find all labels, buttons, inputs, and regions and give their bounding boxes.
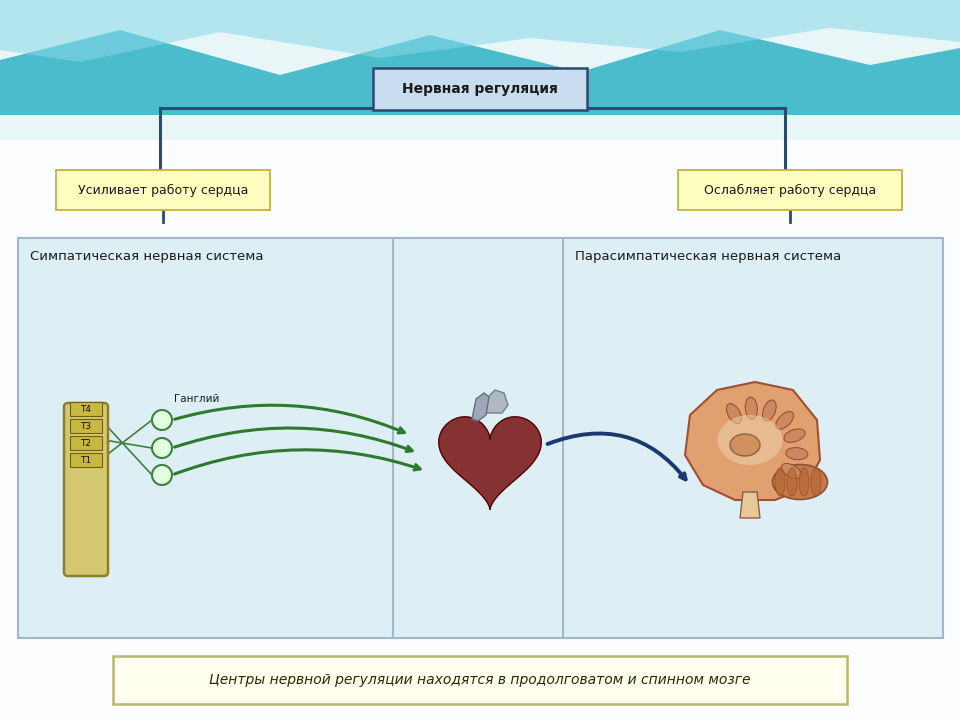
Text: Нервная регуляция: Нервная регуляция xyxy=(402,82,558,96)
Ellipse shape xyxy=(799,468,809,496)
FancyBboxPatch shape xyxy=(56,170,270,210)
FancyBboxPatch shape xyxy=(70,453,102,467)
FancyBboxPatch shape xyxy=(563,238,943,638)
Polygon shape xyxy=(685,382,820,500)
Ellipse shape xyxy=(811,468,821,496)
FancyBboxPatch shape xyxy=(373,68,587,110)
Ellipse shape xyxy=(786,448,807,459)
Text: Т4: Т4 xyxy=(81,405,91,413)
Ellipse shape xyxy=(730,434,760,456)
Ellipse shape xyxy=(776,411,794,429)
Ellipse shape xyxy=(775,468,785,496)
Ellipse shape xyxy=(773,464,828,500)
Text: Ослабляет работу сердца: Ослабляет работу сердца xyxy=(704,184,876,197)
Polygon shape xyxy=(740,492,760,518)
Ellipse shape xyxy=(762,400,776,421)
Text: Т3: Т3 xyxy=(81,421,91,431)
Polygon shape xyxy=(472,393,489,421)
Polygon shape xyxy=(0,115,960,720)
Ellipse shape xyxy=(745,397,757,419)
Polygon shape xyxy=(0,0,960,62)
FancyBboxPatch shape xyxy=(70,436,102,450)
Ellipse shape xyxy=(784,429,805,442)
Ellipse shape xyxy=(781,464,802,479)
Text: Симпатическая нервная система: Симпатическая нервная система xyxy=(30,250,263,263)
Text: Усиливает работу сердца: Усиливает работу сердца xyxy=(78,184,249,197)
FancyBboxPatch shape xyxy=(70,419,102,433)
Polygon shape xyxy=(482,390,508,413)
Ellipse shape xyxy=(787,468,797,496)
Text: Парасимпатическая нервная система: Парасимпатическая нервная система xyxy=(575,250,841,263)
Text: Т1: Т1 xyxy=(81,456,91,464)
FancyBboxPatch shape xyxy=(18,238,413,638)
Text: Центры нервной регуляции находятся в продолговатом и спинном мозге: Центры нервной регуляции находятся в про… xyxy=(209,673,751,687)
Ellipse shape xyxy=(717,415,782,465)
FancyBboxPatch shape xyxy=(113,656,847,704)
FancyBboxPatch shape xyxy=(64,403,108,576)
Polygon shape xyxy=(439,417,541,509)
Text: Ганглий: Ганглий xyxy=(174,394,220,404)
Circle shape xyxy=(152,410,172,430)
Text: Т2: Т2 xyxy=(81,438,91,448)
FancyBboxPatch shape xyxy=(70,402,102,416)
FancyBboxPatch shape xyxy=(393,238,583,638)
FancyBboxPatch shape xyxy=(678,170,902,210)
Polygon shape xyxy=(0,0,960,75)
Circle shape xyxy=(152,465,172,485)
Ellipse shape xyxy=(727,404,741,423)
Circle shape xyxy=(152,438,172,458)
Polygon shape xyxy=(0,0,960,140)
